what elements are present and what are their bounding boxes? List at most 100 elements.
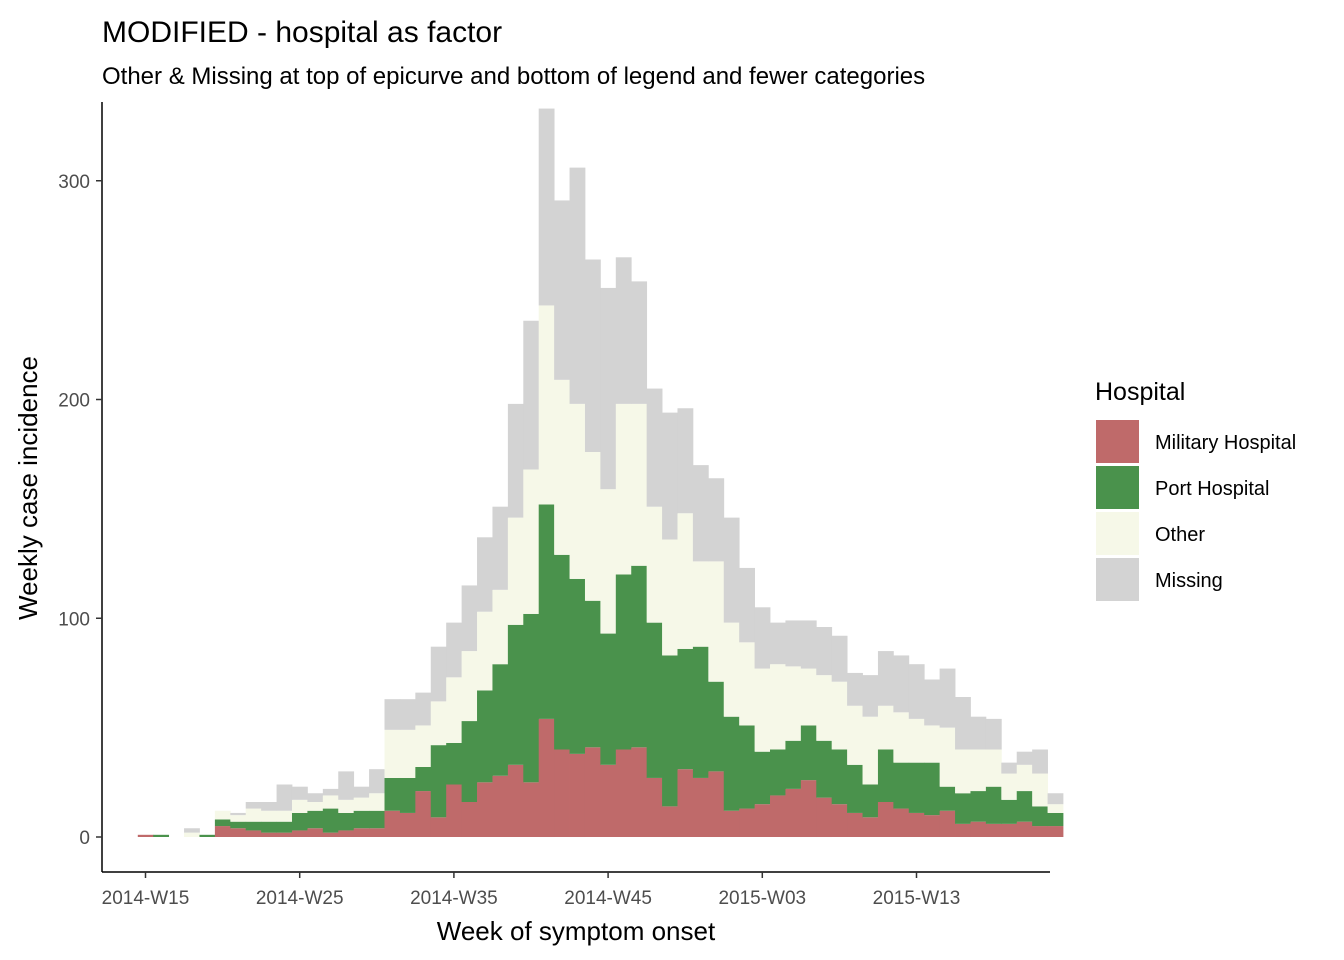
legend-title: Hospital [1095,378,1185,406]
legend-swatch-other [1096,512,1139,555]
legend-label-other: Other [1155,524,1205,546]
x-tick-label-2014-W35: 2014-W35 [410,888,498,909]
bar-segment-military-hospital-14 [353,828,370,837]
bar-segment-military-hospital-22 [477,782,493,837]
bar-segment-port-hospital-12 [322,808,339,833]
bar-segment-other-37 [708,561,725,682]
bar-segment-missing-44 [816,627,833,676]
bar-segment-military-hospital-15 [369,828,385,837]
bar-segment-military-hospital-13 [338,830,355,837]
bar-segment-port-hospital-30 [600,633,617,765]
bar-segment-port-hospital-58 [1032,806,1048,827]
bar-segment-missing-9 [276,784,293,811]
bar-segment-missing-42 [785,620,802,667]
legend-swatch-port-hospital [1096,466,1139,509]
bar-segment-missing-32 [631,281,648,404]
bar-segment-military-hospital-9 [276,832,293,838]
bar-segment-port-hospital-41 [770,749,786,796]
bar-segment-military-hospital-49 [893,808,910,837]
bar-segment-military-hospital-27 [554,749,570,837]
bar-segment-missing-31 [615,257,632,404]
legend-items: Military Hospital Port Hospital Other Missi… [1096,420,1296,601]
bar-segment-military-hospital-31 [615,749,632,837]
bar-segment-port-hospital-13 [338,812,355,831]
bar-segment-military-hospital-10 [291,830,308,837]
bar-segment-other-15 [369,793,385,811]
x-tick-label-2015-W13: 2015-W13 [873,888,961,909]
bar-segment-port-hospital-7 [245,821,262,831]
bar-segment-military-hospital-19 [430,817,447,837]
bar-segment-missing-26 [538,108,555,306]
bar-segment-military-hospital-26 [538,718,555,838]
bar-segment-missing-53 [955,697,971,750]
bar-segment-military-hospital-41 [770,795,786,837]
bar-segment-military-hospital-28 [569,753,586,838]
bar-segment-port-hospital-42 [785,740,802,789]
bar-segment-other-10 [291,799,308,813]
bar-segment-military-hospital-45 [831,804,848,837]
bar-segment-missing-38 [723,517,740,623]
bar-segment-other-43 [800,668,817,726]
legend-label-missing: Missing [1155,570,1223,592]
bar-segment-port-hospital-18 [415,767,432,792]
bar-segment-port-hospital-21 [461,721,478,802]
bar-segment-port-hospital-26 [538,504,555,719]
bar-segment-missing-18 [415,692,432,726]
bar-segment-missing-57 [1016,751,1033,765]
bar-segment-port-hospital-11 [307,810,324,829]
bar-segment-other-29 [584,452,601,601]
bar-segment-missing-8 [261,802,277,811]
bar-segment-port-hospital-31 [615,574,632,750]
bar-segment-port-hospital-9 [276,821,293,833]
bar-segment-other-49 [893,712,910,763]
bar-segment-missing-45 [831,635,848,682]
bar-segment-military-hospital-38 [723,810,740,837]
bar-segment-military-hospital-55 [985,823,1002,838]
bar-segment-other-46 [847,705,863,765]
bar-segment-port-hospital-19 [430,745,447,818]
x-tick-label-2014-W45: 2014-W45 [564,888,652,909]
bar-segment-port-hospital-34 [662,655,678,807]
y-tick-label-100: 100 [58,609,90,630]
bar-segment-other-56 [1001,773,1018,800]
bar-segment-other-30 [600,489,617,634]
bar-segment-missing-12 [322,788,339,796]
bar-segment-missing-20 [446,622,463,678]
bar-segment-port-hospital-25 [523,613,540,783]
bar-segment-port-hospital-53 [955,793,971,824]
bar-segment-military-hospital-30 [600,764,617,837]
bar-segment-other-51 [924,725,941,763]
bar-segment-military-hospital-5 [214,826,231,837]
y-tick-label-300: 300 [58,172,90,193]
bar-segment-other-21 [461,651,478,722]
bar-segment-military-hospital-24 [507,764,524,837]
bar-segment-port-hospital-59 [1047,812,1064,827]
bar-segment-missing-39 [739,567,755,643]
bar-segment-military-hospital-17 [399,812,416,837]
bar-segment-missing-16 [384,699,401,730]
bar-segment-missing-3 [184,828,200,833]
bar-segment-missing-13 [338,771,355,800]
bar-segment-other-3 [184,832,200,838]
y-axis-ticks: 0 100 200 300 [58,172,102,849]
bar-segment-port-hospital-1 [153,834,170,837]
bar-segment-military-hospital-16 [384,810,401,837]
bar-segment-military-hospital-57 [1016,821,1033,837]
y-tick-label-200: 200 [58,391,90,412]
bar-segment-other-5 [214,810,231,820]
bar-segment-port-hospital-20 [446,742,463,785]
bar-segment-other-23 [492,589,509,665]
bar-segment-other-57 [1016,764,1033,792]
bar-segment-other-59 [1047,804,1064,813]
bar-segment-military-hospital-20 [446,784,463,837]
x-axis-title: Week of symptom onset [437,916,716,946]
bar-segment-military-hospital-51 [924,815,941,838]
bar-segment-military-hospital-43 [800,780,817,838]
bar-segment-military-hospital-48 [877,802,894,837]
bar-segment-military-hospital-18 [415,791,432,837]
bar-segment-missing-24 [507,403,524,518]
bar-segment-other-38 [723,622,740,717]
bar-segment-other-17 [399,729,416,778]
bar-segment-other-20 [446,677,463,743]
